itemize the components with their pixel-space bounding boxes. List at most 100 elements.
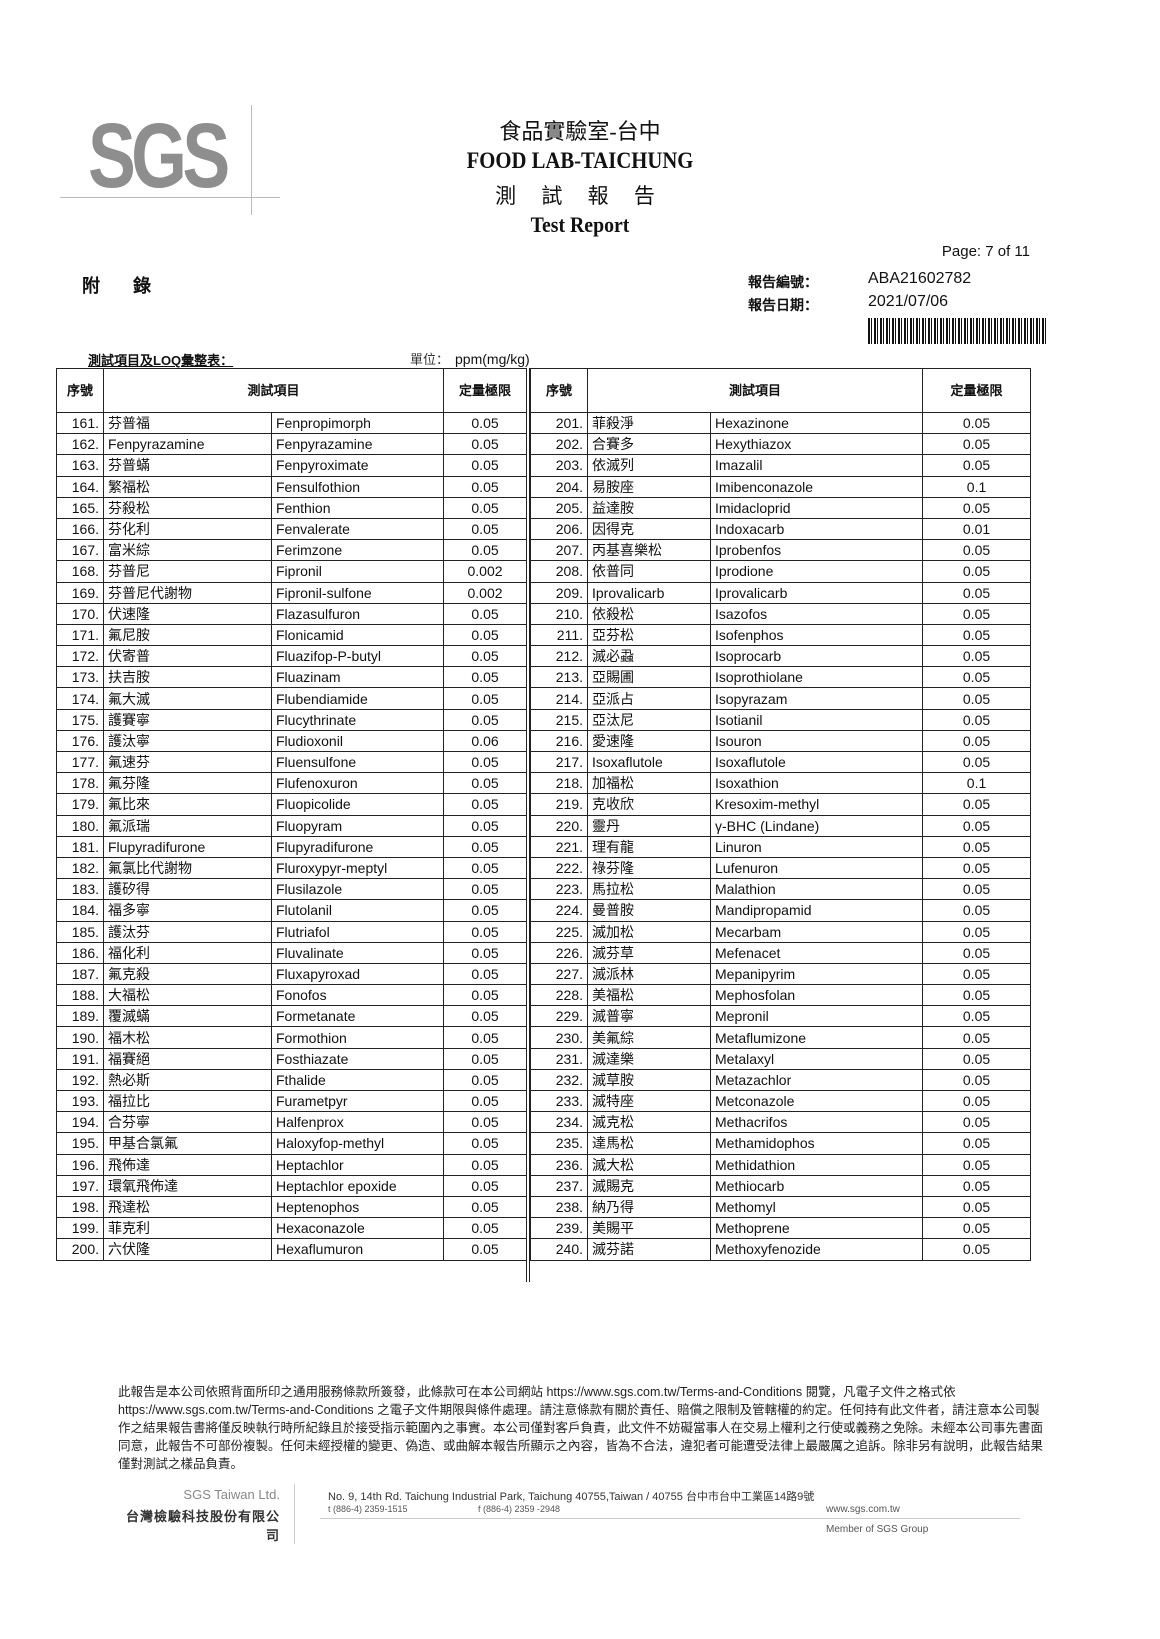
row-name-zh: 菲殺淨 [587,411,711,435]
row-name-en: Linuron [709,835,924,858]
row-name-zh: 亞汰尼 [587,708,711,731]
lab-title-zh: 食品實驗室-台中 [499,119,661,144]
row-name-zh: 護矽得 [103,878,272,901]
row-name-zh: 熱必斯 [103,1068,272,1092]
table-row: 206. 因得克 Indoxacarb 0.01 [530,517,1032,541]
row-loq: 0.05 [443,899,528,922]
row-seq: 197. [56,1174,104,1197]
row-loq: 0.05 [443,962,528,986]
row-loq: 0.05 [443,941,528,964]
row-seq: 174. [56,687,104,710]
row-name-en: Isopyrazam [709,687,924,710]
row-loq: 0.05 [443,666,528,689]
row-name-zh: 滅芬諾 [587,1238,711,1261]
row-name-en: Fludioxonil [270,729,445,753]
report-no-label: 報告編號： [748,274,818,290]
header-seq: 序號 [56,368,104,413]
row-seq: 219. [530,793,588,816]
row-name-en: Mandipropamid [709,899,924,922]
row-loq: 0.05 [922,1005,1032,1028]
row-name-zh: 滅普寧 [587,1005,711,1028]
row-seq: 221. [530,835,588,858]
header-item: 測試項目 [102,368,445,413]
loq-table-left: 序號 測試項目 定量極限 161. 芬普福 Fenpropimorph 0.05 162… [56,368,528,1261]
row-loq: 0.05 [922,411,1032,435]
footer-divider [294,1484,295,1544]
row-name-en: Heptenophos [270,1195,445,1219]
row-name-en: Fluxapyroxad [270,962,445,986]
row-loq: 0.05 [443,411,528,435]
header-loq: 定量極限 [443,368,528,413]
row-loq: 0.05 [443,602,528,625]
row-seq: 187. [56,962,104,986]
row-seq: 171. [56,623,104,647]
table-row: 228. 美福松 Mephosfolan 0.05 [530,984,1032,1007]
row-loq: 0.05 [443,623,528,647]
row-name-en: Flusilazole [270,878,445,901]
row-seq: 196. [56,1153,104,1176]
row-name-en: Mecarbam [709,920,924,943]
row-name-zh: 覆滅蟎 [103,1005,272,1028]
row-name-en: Fenthion [270,496,445,519]
row-loq: 0.05 [922,666,1032,689]
disclaimer-text: 此報告是本公司依照背面所印之通用服務條款所簽發，此條款可在本公司網站 https… [118,1383,1048,1473]
row-loq: 0.05 [443,1089,528,1113]
footer-rule [320,1518,1020,1519]
table-row: 238. 納乃得 Methomyl 0.05 [530,1195,1032,1219]
table-row: 190. 福木松 Formothion 0.05 [56,1026,528,1049]
unit-value: ppm(mg/kg) [455,351,530,367]
row-name-en: Haloxyfop-methyl [270,1132,445,1155]
row-name-en: Mephosfolan [709,984,924,1007]
row-seq: 184. [56,899,104,922]
table-row: 175. 護賽寧 Flucythrinate 0.05 [56,708,528,731]
row-seq: 232. [530,1068,588,1092]
row-name-en: Heptachlor [270,1153,445,1176]
row-loq: 0.05 [443,878,528,901]
table-row: 178. 氟芬隆 Flufenoxuron 0.05 [56,772,528,795]
row-loq: 0.05 [922,1195,1032,1219]
terms-link[interactable]: https://www.sgs.com.tw/Terms-and-Conditi… [118,1403,374,1417]
table-row: 165. 芬殺松 Fenthion 0.05 [56,496,528,519]
row-seq: 164. [56,475,104,498]
row-seq: 240. [530,1238,588,1261]
row-name-zh: Iprovalicarb [587,581,711,604]
row-seq: 202. [530,433,588,456]
company-website: www.sgs.com.tw [826,1504,900,1515]
row-name-zh: 滅賜克 [587,1174,711,1197]
row-seq: 198. [56,1195,104,1219]
table-row: 218. 加福松 Isoxathion 0.1 [530,772,1032,795]
row-seq: 189. [56,1005,104,1028]
row-loq: 0.05 [922,1217,1032,1240]
row-name-en: Lufenuron [709,856,924,880]
company-fax: f (886-4) 2359 -2948 [478,1504,561,1514]
row-name-en: Flutolanil [270,899,445,922]
row-seq: 168. [56,560,104,583]
table-row: 213. 亞賜圃 Isoprothiolane 0.05 [530,666,1032,689]
row-name-en: Furametpyr [270,1089,445,1113]
row-seq: 234. [530,1111,588,1134]
row-name-en: Imazalil [709,454,924,477]
terms-link[interactable]: https://www.sgs.com.tw/Terms-and-Conditi… [546,1385,803,1399]
row-name-zh: 滅必蝨 [587,645,711,668]
table-row: 240. 滅芬諾 Methoxyfenozide 0.05 [530,1238,1032,1261]
row-name-zh: 福拉比 [103,1089,272,1113]
row-loq: 0.1 [922,475,1032,498]
row-loq: 0.05 [922,581,1032,604]
table-row: 221. 理有龍 Linuron 0.05 [530,835,1032,858]
row-loq: 0.05 [443,1217,528,1240]
row-loq: 0.05 [443,750,528,774]
row-name-zh: 達馬松 [587,1132,711,1155]
row-loq: 0.05 [443,920,528,943]
row-seq: 215. [530,708,588,731]
table-divider [526,368,530,1282]
table-row: 193. 福拉比 Furametpyr 0.05 [56,1089,528,1113]
table-row: 170. 伏速隆 Flazasulfuron 0.05 [56,602,528,625]
row-name-zh: 氟氯比代謝物 [103,856,272,880]
disclaimer-part: 閱覽，凡電子文件之格式依 [802,1385,956,1399]
row-loq: 0.05 [922,645,1032,668]
row-name-en: Flazasulfuron [270,602,445,625]
row-seq: 237. [530,1174,588,1197]
company-address: No. 9, 14th Rd. Taichung Industrial Park… [328,1491,815,1503]
row-seq: 203. [530,454,588,477]
row-seq: 212. [530,645,588,668]
